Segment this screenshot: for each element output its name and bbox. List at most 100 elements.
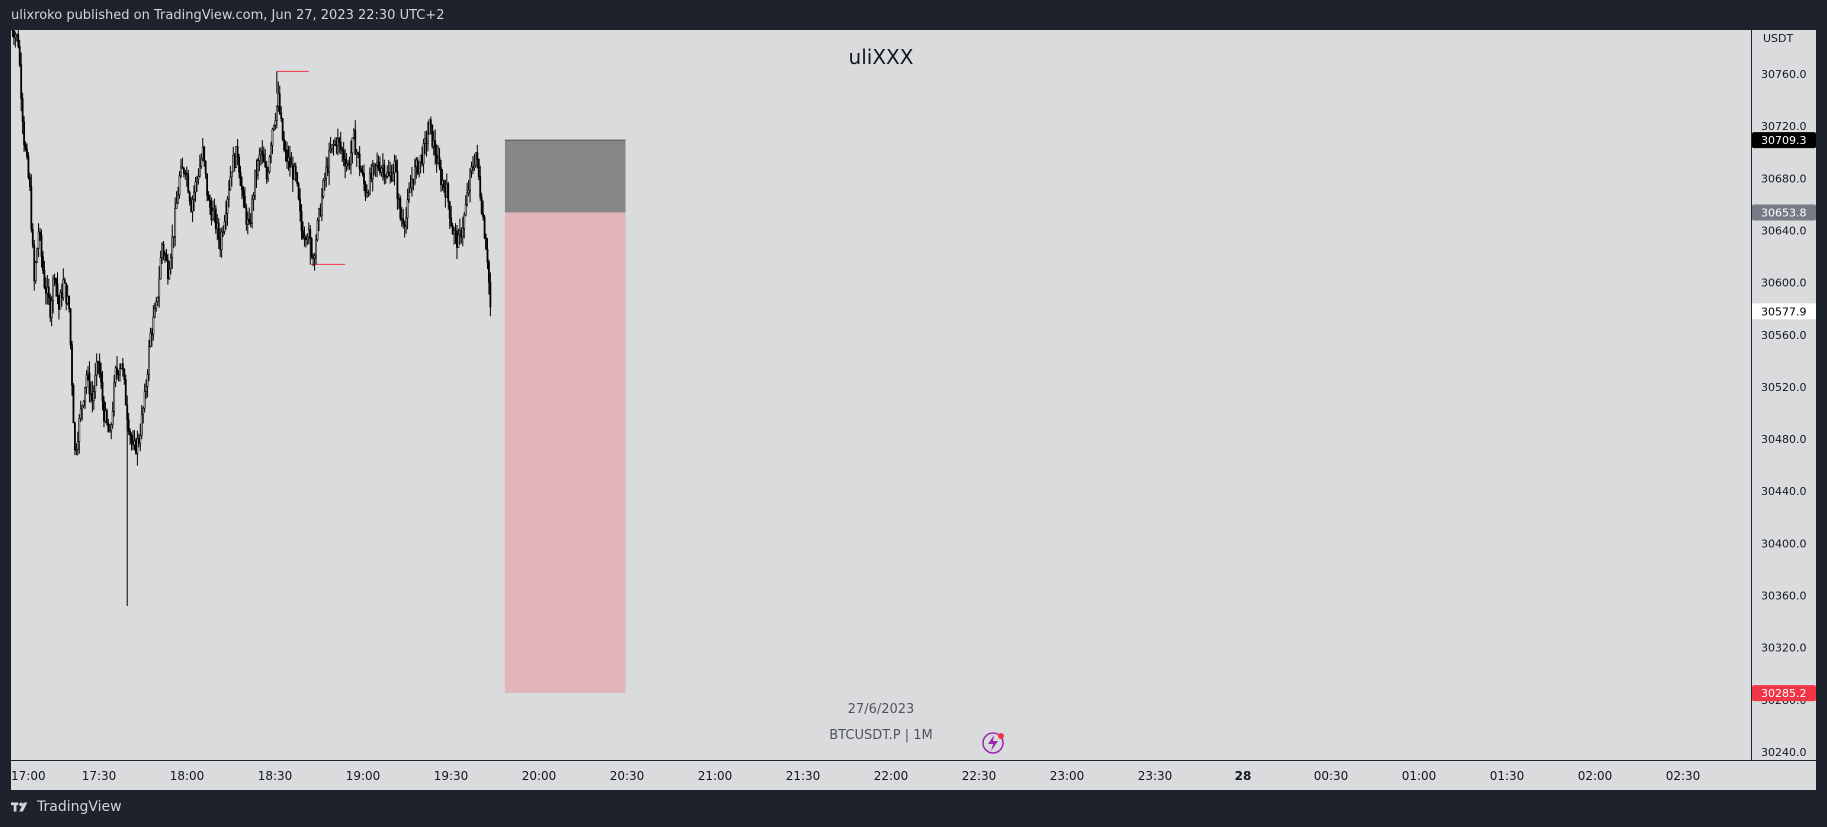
candle-body (299, 198, 301, 212)
candle (334, 137, 336, 147)
lightning-icon-ring (982, 732, 1004, 754)
candle-body (201, 146, 204, 160)
candle (101, 370, 104, 411)
candle (174, 197, 177, 247)
candle-body (47, 286, 50, 298)
candle-body (390, 172, 393, 181)
position-stop-zone (504, 140, 626, 213)
candle-body (103, 400, 105, 422)
candle (454, 223, 457, 244)
candle-body (303, 236, 306, 239)
y-tick-label: 30400.0 (1761, 537, 1807, 550)
candle (171, 224, 174, 269)
candle (315, 234, 317, 265)
candle (210, 197, 213, 226)
candle (453, 226, 455, 245)
candle (239, 165, 242, 187)
candle (409, 175, 412, 193)
candle (52, 274, 55, 314)
price-axis-background (1751, 30, 1816, 760)
y-tick-label: 30360.0 (1761, 590, 1807, 603)
candle (425, 130, 428, 157)
candle-body (20, 64, 23, 99)
candle-body (148, 346, 150, 375)
candle (303, 226, 306, 247)
candle (31, 223, 34, 249)
candle (331, 144, 333, 154)
candle (476, 144, 479, 169)
candle (441, 169, 444, 191)
candle (30, 174, 33, 233)
candle (226, 196, 229, 226)
candle (68, 295, 71, 313)
candle (148, 339, 150, 382)
chart-svg[interactable]: 30760.0 30720.0 30680.0 30640.0 30600.0 30560… (10, 14, 1816, 790)
candle-body (278, 93, 281, 114)
candle (233, 152, 236, 172)
price-label-text: 30709.3 (1761, 134, 1807, 147)
candle-body (489, 282, 492, 308)
candle-body (206, 173, 209, 196)
candle-body (255, 169, 258, 176)
candle-body (344, 158, 347, 167)
candle-body (75, 449, 78, 451)
candle (489, 272, 492, 317)
candle (338, 136, 341, 154)
candle-body (27, 156, 30, 178)
candle-body (374, 163, 377, 166)
candle (59, 289, 62, 310)
candle-body (466, 192, 469, 206)
candle-body (87, 372, 89, 376)
candle (451, 222, 454, 235)
candle-body (59, 292, 62, 310)
candle (75, 443, 78, 456)
candle-body (235, 146, 238, 168)
candle (252, 191, 255, 211)
candle (472, 156, 474, 175)
candle-body (62, 279, 65, 298)
candle (482, 200, 485, 221)
y-tick-label: 30680.0 (1761, 172, 1807, 185)
candle-body (319, 208, 322, 216)
candle (280, 106, 283, 122)
candle (241, 176, 243, 200)
candle (198, 154, 201, 178)
candle-body (56, 283, 59, 297)
candle (89, 381, 92, 403)
candle-body (85, 374, 88, 388)
candle-body (121, 363, 124, 370)
candle (62, 268, 65, 301)
candle-body (104, 410, 107, 422)
candle (194, 177, 197, 202)
candle (146, 369, 149, 398)
y-tick-label: 30240.0 (1761, 746, 1807, 759)
candle-body (261, 150, 264, 155)
chart-area[interactable]: 30760.0 30720.0 30680.0 30640.0 30600.0 30560… (10, 14, 1816, 790)
candle-body (71, 344, 73, 386)
candle-body (149, 332, 152, 347)
candle (389, 161, 392, 184)
candle (91, 380, 94, 413)
candle (281, 117, 284, 142)
candle (306, 233, 309, 246)
candle (110, 422, 113, 440)
candle (348, 156, 351, 171)
candle (427, 121, 429, 152)
candle-body (363, 173, 365, 185)
candle-body (354, 130, 357, 155)
candle (483, 214, 486, 240)
candle-body (427, 133, 429, 145)
candle-body (65, 282, 68, 304)
candle (419, 154, 422, 174)
candle (421, 146, 424, 167)
candle (463, 211, 466, 239)
candle (474, 152, 477, 168)
candle-body (482, 212, 485, 218)
candle-body (408, 191, 410, 201)
candle (47, 278, 50, 305)
candle-body (81, 405, 84, 410)
candle-body (76, 441, 79, 450)
candle-body (402, 218, 405, 225)
tradingview-logo[interactable]: TradingView (11, 799, 122, 815)
candle-body (313, 255, 316, 259)
